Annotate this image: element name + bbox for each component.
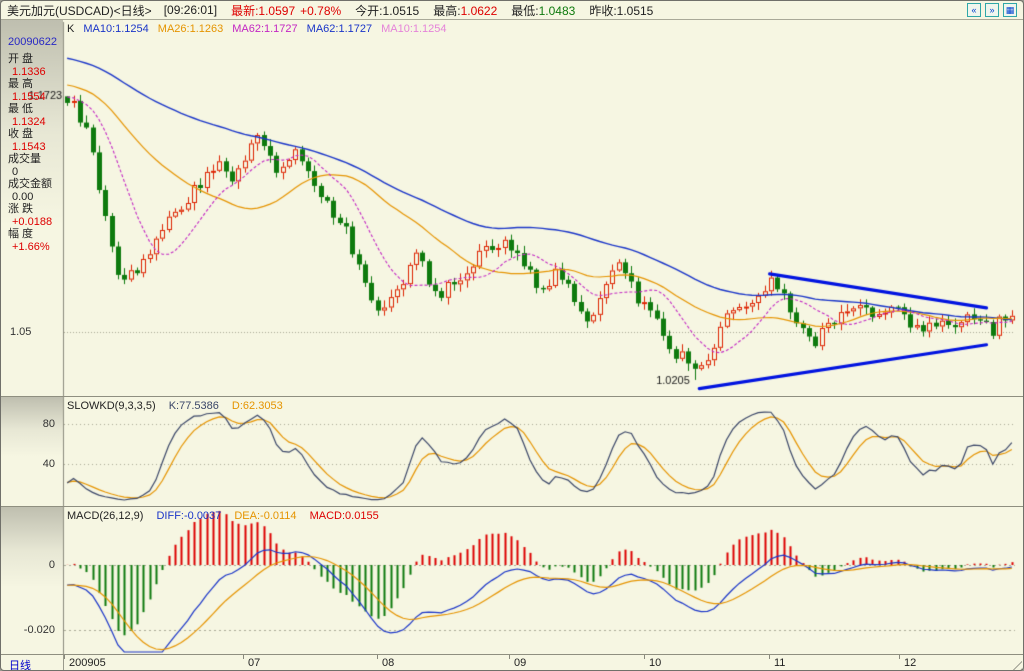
- main-chart-panel: K MA10:1.1254 MA26:1.1263 MA62:1.1727 MA62:1…: [1, 20, 1023, 396]
- quote-field-label: 最 高: [8, 78, 34, 90]
- quote-field-label: 成交量: [8, 153, 41, 165]
- x-axis-tick: [64, 655, 65, 659]
- x-axis-month-label: 10: [649, 657, 662, 669]
- x-axis-month-label: 12: [904, 657, 917, 669]
- d-value-label: D:62.3053: [231, 400, 283, 412]
- y-axis-label: 1.05: [10, 326, 32, 338]
- slowkd-canvas[interactable]: [1, 397, 1023, 506]
- slowkd-labels: SLOWKD(9,3,3,5) K:77.5386 D:62.3053: [67, 400, 293, 412]
- x-axis-month-label: 200905: [69, 657, 106, 669]
- y-axis-label: 40: [42, 458, 55, 470]
- titlebar-icons: « » ▦: [967, 3, 1017, 17]
- next-page-icon[interactable]: »: [985, 3, 999, 17]
- cursor-date: 20090622: [8, 36, 57, 48]
- quote-field-value: 1.1543: [12, 140, 46, 153]
- candlestick-chart-canvas[interactable]: [1, 20, 1023, 396]
- slowkd-panel: SLOWKD(9,3,3,5) K:77.5386 D:62.3053 80 40: [1, 396, 1023, 506]
- low-field: 最低:1.0483: [511, 2, 575, 19]
- quote-field-label: 涨 跌: [8, 203, 34, 215]
- field-label: 最低:: [511, 3, 539, 18]
- grid-view-icon[interactable]: ▦: [1003, 3, 1017, 17]
- x-axis-tick: [644, 655, 645, 659]
- change-percent: +0.78%: [300, 3, 342, 18]
- diff-value-label: DIFF:-0.0037: [156, 510, 222, 522]
- x-axis-tick: [899, 655, 900, 659]
- macd-value-label: MACD:0.0155: [309, 510, 379, 522]
- chart-type-label: K: [67, 23, 75, 35]
- indicator-title: SLOWKD(9,3,3,5): [67, 400, 156, 412]
- x-axis-month-label: 11: [774, 657, 786, 669]
- open-field: 今开:1.0515: [355, 2, 419, 19]
- last-price-field: 最新:1.0597 +0.78%: [231, 2, 341, 19]
- titlebar: 美元加元(USDCAD)<日线> [09:26:01] 最新:1.0597 +0.…: [1, 1, 1023, 20]
- macd-canvas[interactable]: [1, 507, 1023, 654]
- x-axis-month-label: 07: [248, 657, 261, 669]
- quote-field-value: 1.1554: [12, 90, 46, 103]
- quote-field-label: 幅 度: [8, 228, 34, 240]
- field-label: 最新:: [231, 3, 259, 18]
- y-axis-label: 80: [42, 418, 55, 430]
- x-axis-tick: [769, 655, 770, 659]
- macd-panel: MACD(26,12,9) DIFF:-0.0037 DEA:-0.0114 M…: [1, 506, 1023, 654]
- field-label: 最高:: [433, 3, 461, 18]
- quote-time: [09:26:01]: [163, 3, 218, 17]
- x-axis-tick: [377, 655, 378, 659]
- ma-label: MA10:1.1254: [83, 23, 149, 35]
- ma-label: MA10:1.1254: [381, 23, 447, 35]
- field-value: 1.0597: [258, 3, 296, 18]
- x-axis-month-label: 09: [514, 657, 527, 669]
- x-axis-tick: [243, 655, 244, 659]
- quote-fields: 开 盘 1.1336 最 高 1.1554 最 低 1.1324 收 盘 1.1543 成交量 0…: [1, 53, 63, 253]
- quote-field-label: 收 盘: [8, 128, 34, 140]
- field-label: 昨收:: [589, 3, 617, 18]
- quote-field-value: 0: [12, 165, 19, 178]
- prev-page-icon[interactable]: «: [967, 3, 981, 17]
- k-value-label: K:77.5386: [168, 400, 219, 412]
- quote-field-value: 0.00: [12, 190, 34, 203]
- period-label[interactable]: 日线: [9, 660, 31, 671]
- field-value: 1.0483: [538, 3, 576, 18]
- x-axis-bar: 日线 200905 07 08 09 10 11 12: [1, 654, 1023, 670]
- field-label: 今开:: [355, 3, 383, 18]
- ma-indicator-labels: K MA10:1.1254 MA26:1.1263 MA62:1.1727 MA62:1…: [67, 23, 456, 35]
- ma-label: MA26:1.1263: [157, 23, 224, 35]
- quote-field-label: 最 低: [8, 103, 34, 115]
- symbol-title: 美元加元(USDCAD)<日线>: [7, 3, 152, 18]
- quote-field-label: 开 盘: [8, 53, 34, 65]
- quote-field-value: +1.66%: [12, 240, 50, 253]
- macd-labels: MACD(26,12,9) DIFF:-0.0037 DEA:-0.0114 M…: [67, 510, 389, 522]
- x-axis-tick: [509, 655, 510, 659]
- quote-field-value: +0.0188: [12, 215, 53, 228]
- high-field: 最高:1.0622: [433, 2, 497, 19]
- ma-label: MA62:1.1727: [306, 23, 373, 35]
- ma-label: MA62:1.1727: [232, 23, 298, 35]
- field-value: 1.0515: [616, 3, 654, 18]
- indicator-title: MACD(26,12,9): [67, 510, 144, 522]
- y-axis-label: 0: [48, 559, 55, 571]
- field-value: 1.0515: [382, 3, 420, 18]
- field-value: 1.0622: [460, 3, 498, 18]
- resize-grip[interactable]: [1009, 657, 1022, 670]
- prev-close-field: 昨收:1.0515: [589, 2, 653, 19]
- x-axis-month-label: 08: [382, 657, 395, 669]
- divider: [63, 655, 64, 670]
- quote-field-value: 1.1336: [12, 65, 46, 78]
- quote-field-label: 成交金额: [8, 178, 52, 190]
- y-axis-label: -0.020: [23, 624, 55, 636]
- quote-field-value: 1.1324: [12, 115, 46, 128]
- dea-value-label: DEA:-0.0114: [234, 510, 297, 522]
